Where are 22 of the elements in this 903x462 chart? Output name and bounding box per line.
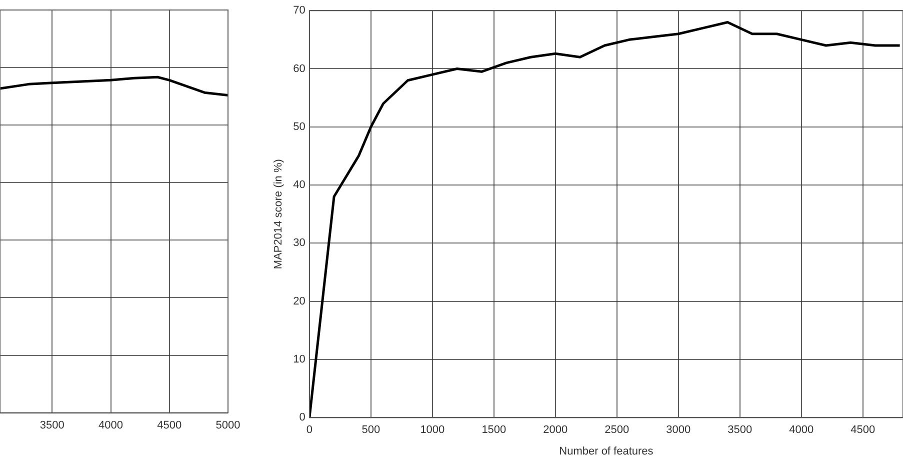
y-axis-title: MAP2014 score (in %) [272,159,285,270]
y-tick-label: 40 [293,179,306,192]
x-tick-label: 4000 [98,419,124,432]
x-tick-label: 5000 [216,419,240,432]
x-tick-label: 500 [362,424,380,436]
y-tick-label: 20 [293,295,306,308]
x-tick-label: 4000 [789,424,814,436]
x-tick-label: 3500 [40,419,64,432]
y-tick-label: 30 [293,237,306,250]
x-tick-label: 1000 [420,424,445,436]
x-tick-label: 2000 [543,424,568,436]
y-tick-label: 60 [293,62,306,75]
y-tick-label: 70 [293,4,306,17]
x-axis-title: Number of features [559,445,654,458]
x-tick-label: 3000 [666,424,691,436]
x-tick-label: 1500 [482,424,506,436]
y-tick-label: 50 [293,120,306,133]
x-tick-label: 2500 [604,424,630,436]
x-tick-label: 3500 [728,424,752,436]
x-tick-label: 4500 [157,419,182,432]
y-tick-label: 10 [293,353,306,366]
x-tick-label: 4500 [850,424,876,436]
